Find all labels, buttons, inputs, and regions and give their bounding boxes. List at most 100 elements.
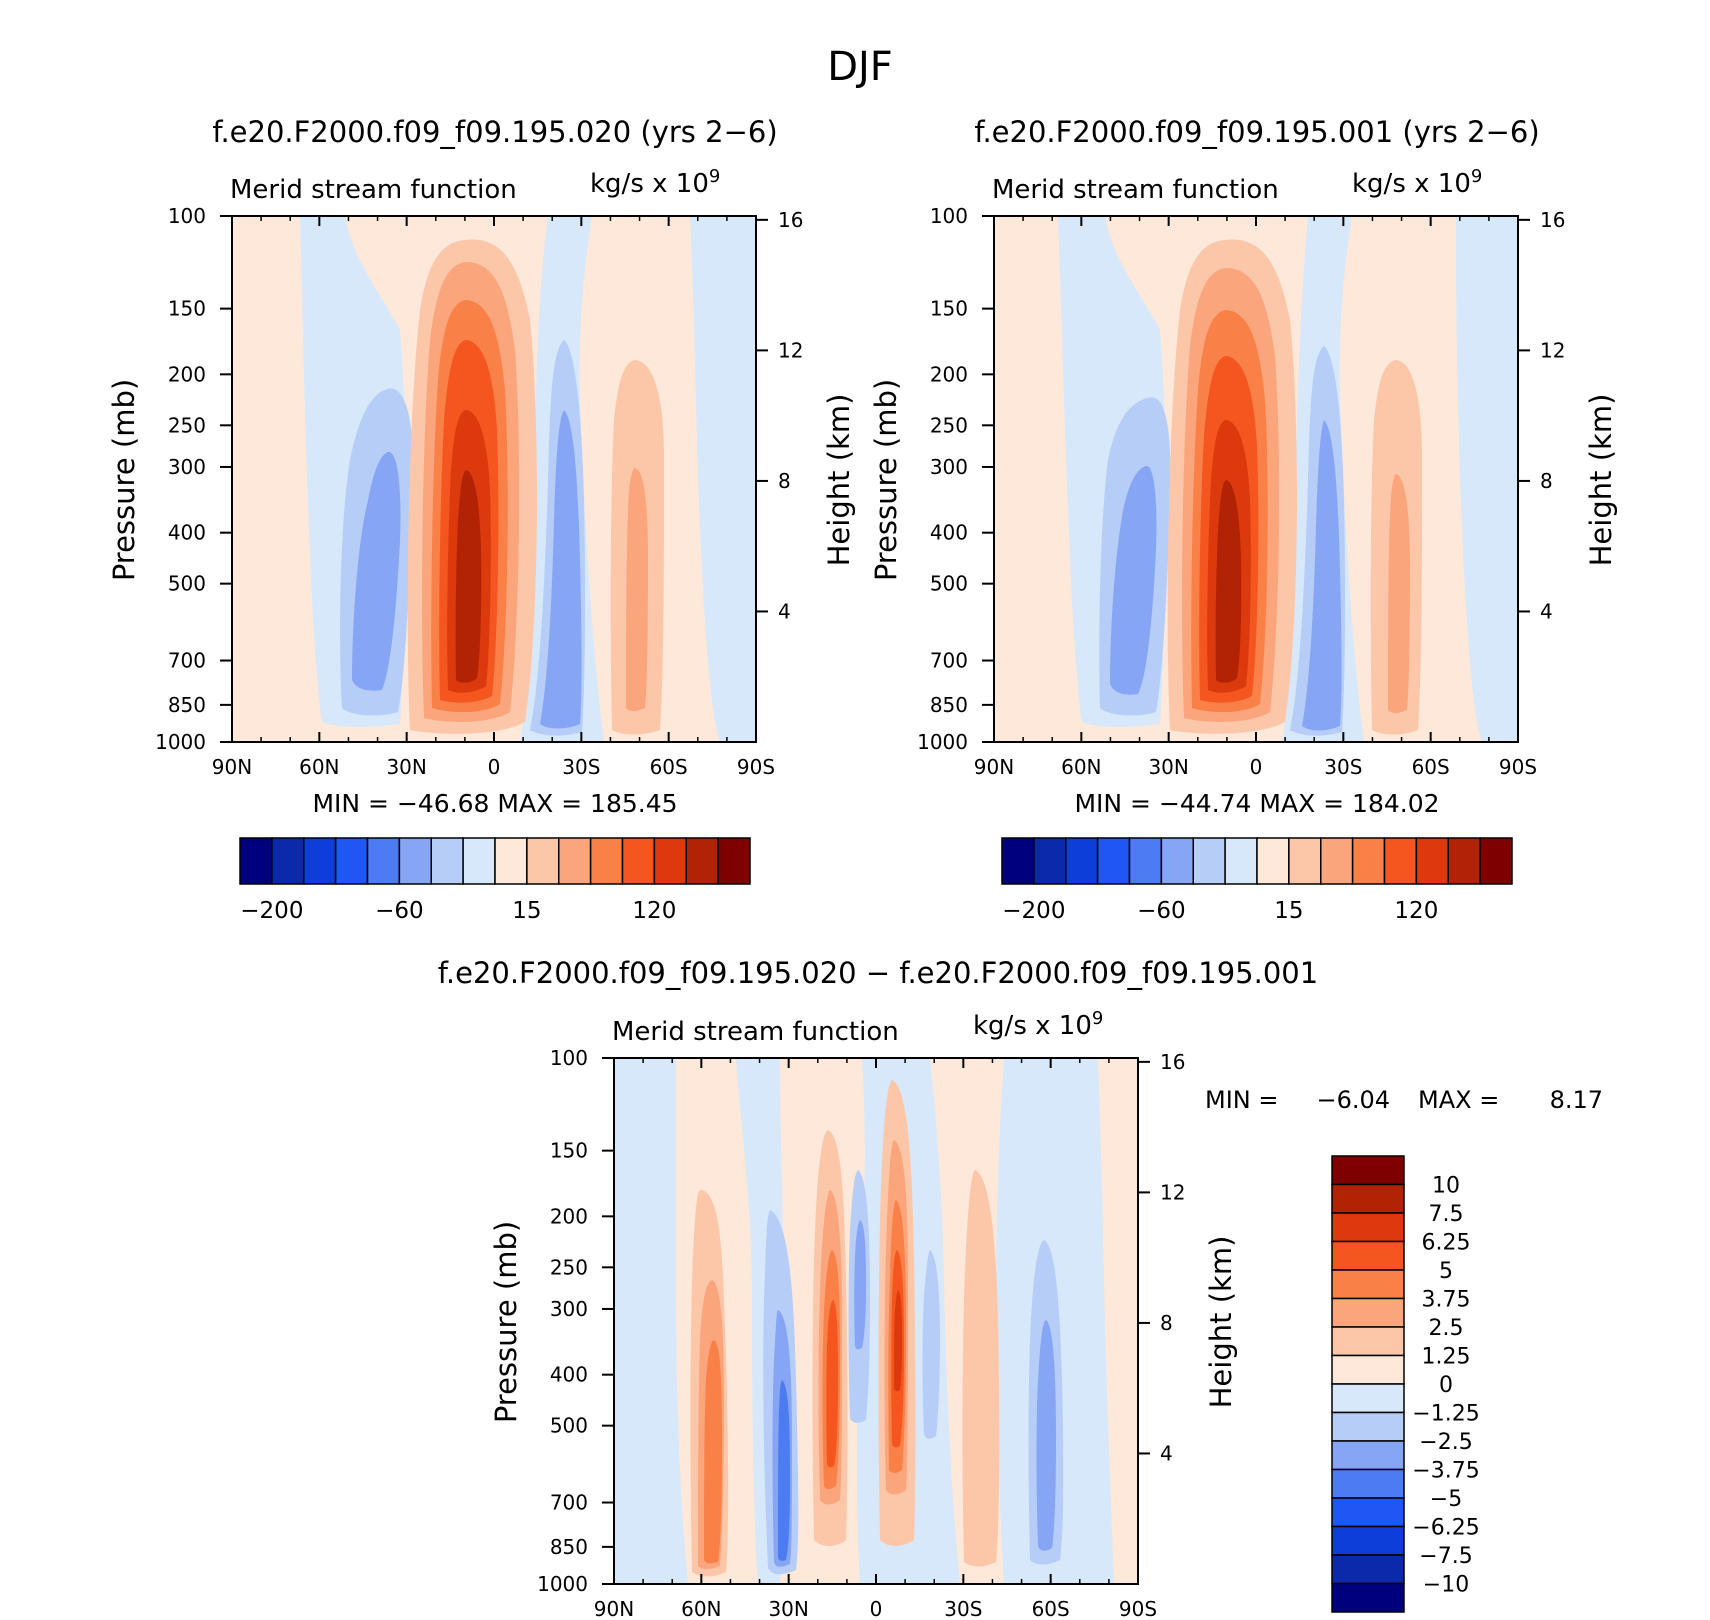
contour-pos-7 bbox=[1215, 480, 1242, 683]
colorbar-label: 5 bbox=[1439, 1259, 1453, 1284]
colorbar-swatch bbox=[1065, 837, 1099, 885]
panel-top-right: f.e20.F2000.f09_f09.195.001 (yrs 2−6) Me… bbox=[869, 115, 1618, 924]
y-tick-label: 400 bbox=[930, 521, 968, 545]
x-tick-label: 90S bbox=[1119, 1597, 1157, 1620]
colorbar-swatch bbox=[1128, 837, 1163, 885]
y-tick-label: 400 bbox=[168, 521, 206, 545]
right-tick-label: 4 bbox=[1160, 1441, 1173, 1465]
max-value: 8.17 bbox=[1550, 1086, 1603, 1114]
y-axis-label: Pressure (mb) bbox=[869, 379, 903, 581]
x-tick-label: 60S bbox=[1412, 755, 1450, 779]
x-tick-label: 30N bbox=[1148, 755, 1188, 779]
right-tick-label: 4 bbox=[1540, 599, 1553, 623]
x-tick-label: 60N bbox=[681, 1597, 721, 1620]
colorbar-swatch bbox=[1331, 1383, 1405, 1414]
y-tick-label: 100 bbox=[930, 204, 968, 228]
panel-bottom-diff: f.e20.F2000.f09_f09.195.020 − f.e20.F200… bbox=[438, 956, 1603, 1620]
y-tick-label: 200 bbox=[550, 1204, 588, 1228]
y-tick-label: 1000 bbox=[155, 730, 206, 754]
x-tick-label: 30S bbox=[562, 755, 600, 779]
colorbar-label: 120 bbox=[1394, 898, 1438, 924]
plot-ticks: 90N 60N 30N 0 30S 60S 90S 100 150 200 250 300 400 500… bbox=[917, 204, 1565, 779]
colorbar-label: 7.5 bbox=[1429, 1202, 1464, 1227]
right-tick-label: 12 bbox=[1160, 1180, 1185, 1204]
colorbar-swatch bbox=[1331, 1183, 1405, 1214]
x-tick-label: 90N bbox=[974, 755, 1014, 779]
colorbar-swatch bbox=[239, 837, 273, 885]
colorbar-swatch bbox=[1415, 837, 1449, 885]
colorbar-swatch bbox=[462, 837, 496, 885]
colorbar-swatch bbox=[1160, 837, 1194, 885]
y-tick-label: 150 bbox=[168, 297, 206, 321]
colorbar-swatch bbox=[1256, 837, 1290, 885]
colorbar-label: 2.5 bbox=[1429, 1316, 1464, 1341]
y-tick-label: 150 bbox=[930, 297, 968, 321]
x-tick-label: 60S bbox=[650, 755, 688, 779]
plot-ticks: 90N 60N 30N 0 30S 60S 90S 100 150 200 250 300 400 500… bbox=[155, 204, 803, 779]
colorbar-label: −200 bbox=[1002, 898, 1065, 924]
panel-subtitle: Merid stream function bbox=[612, 1017, 899, 1047]
colorbar-swatch bbox=[1033, 837, 1067, 885]
colorbar-label: −1.25 bbox=[1412, 1402, 1479, 1427]
colorbar-swatch bbox=[494, 837, 528, 885]
colorbar-swatch bbox=[430, 837, 464, 885]
right-tick-label: 16 bbox=[1540, 208, 1565, 232]
colorbar-swatch bbox=[1331, 1582, 1405, 1613]
x-tick-label: 30S bbox=[944, 1597, 982, 1620]
right-tick-label: 8 bbox=[1160, 1311, 1173, 1335]
contour-neg-1c bbox=[690, 216, 756, 742]
diff-pos-1d bbox=[1098, 1058, 1138, 1584]
contour-neg-1c bbox=[1456, 216, 1518, 742]
right-tick-label: 12 bbox=[778, 338, 803, 362]
y-tick-label: 850 bbox=[168, 693, 206, 717]
colorbar-swatch bbox=[1331, 1297, 1405, 1328]
diff-pos-2d bbox=[962, 1170, 1000, 1567]
y-axis-label: Pressure (mb) bbox=[489, 1221, 523, 1423]
colorbar-label: −7.5 bbox=[1419, 1544, 1472, 1569]
colorbar-label: −60 bbox=[375, 898, 424, 924]
colorbar-swatch bbox=[1331, 1554, 1405, 1585]
colorbar-swatch bbox=[1331, 1354, 1405, 1385]
colorbar: −200 −60 15 120 bbox=[1001, 837, 1513, 924]
panel-title: f.e20.F2000.f09_f09.195.001 (yrs 2−6) bbox=[974, 115, 1539, 149]
y-tick-label: 850 bbox=[930, 693, 968, 717]
diff-neg-3d bbox=[1036, 1320, 1056, 1551]
colorbar-swatch bbox=[1192, 837, 1226, 885]
colorbar-label: −2.5 bbox=[1419, 1430, 1472, 1455]
right-tick-label: 8 bbox=[1540, 469, 1553, 493]
right-tick-label: 16 bbox=[778, 208, 803, 232]
figure-title: DJF bbox=[827, 44, 893, 90]
y-tick-label: 1000 bbox=[537, 1572, 588, 1596]
colorbar-swatch bbox=[653, 837, 687, 885]
colorbar-swatch bbox=[1224, 837, 1258, 885]
y-axis-label: Pressure (mb) bbox=[107, 379, 141, 581]
colorbar-swatch bbox=[1447, 837, 1481, 885]
x-tick-label: 30N bbox=[386, 755, 426, 779]
diff-pos-4a bbox=[704, 1340, 722, 1564]
colorbar-swatch bbox=[685, 837, 719, 885]
colorbar-swatch bbox=[303, 837, 337, 885]
colorbar-swatch bbox=[1331, 1411, 1405, 1442]
x-tick-label: 60S bbox=[1032, 1597, 1070, 1620]
y-tick-label: 100 bbox=[168, 204, 206, 228]
y-tick-label: 700 bbox=[168, 649, 206, 673]
colorbar-label: 1.25 bbox=[1422, 1345, 1471, 1370]
x-tick-label: 60N bbox=[299, 755, 339, 779]
max-label: MAX = bbox=[1418, 1086, 1499, 1114]
colorbar-swatch bbox=[1331, 1240, 1405, 1271]
panel-units: kg/s x 109 bbox=[973, 1008, 1103, 1041]
min-max-readout: MIN = −44.74 MAX = 184.02 bbox=[1074, 789, 1439, 818]
contour-pos-3b bbox=[626, 468, 648, 711]
colorbar-swatch bbox=[1001, 837, 1035, 885]
colorbar-swatch bbox=[1351, 837, 1386, 885]
y-axis-right-label: Height (km) bbox=[1584, 394, 1618, 567]
colorbar-label: −10 bbox=[1423, 1573, 1469, 1598]
colorbar-vertical: 10 7.5 6.25 5 3.75 2.5 1.25 0 −1.25 −2.5 −3.75 −5 −6… bbox=[1331, 1155, 1480, 1613]
contour-pos-3b bbox=[1388, 474, 1410, 713]
y-tick-label: 700 bbox=[930, 649, 968, 673]
right-tick-label: 12 bbox=[1540, 338, 1565, 362]
colorbar-swatch bbox=[1331, 1326, 1405, 1357]
colorbar-label: −3.75 bbox=[1412, 1459, 1479, 1484]
colorbar-label: 3.75 bbox=[1422, 1288, 1471, 1313]
colorbar-swatch bbox=[271, 837, 305, 885]
